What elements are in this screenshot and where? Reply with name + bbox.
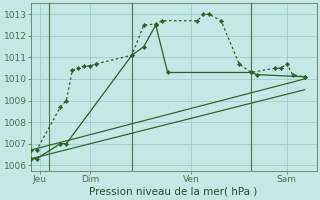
X-axis label: Pression niveau de la mer( hPa ): Pression niveau de la mer( hPa ) — [90, 187, 258, 197]
